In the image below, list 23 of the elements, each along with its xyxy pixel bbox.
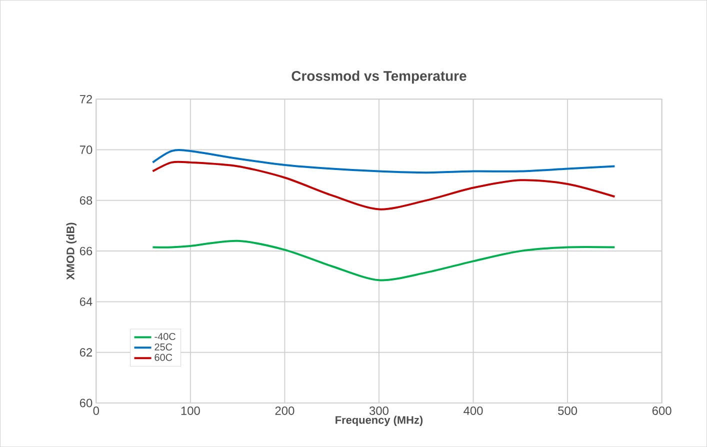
y-tick-label: 66 [80, 246, 92, 256]
y-tick-label: 72 [80, 94, 92, 104]
x-tick-label: 600 [652, 406, 672, 415]
line-series [152, 148, 616, 174]
y-axis-title: XMOD (dB) [66, 222, 76, 280]
x-tick-label: 200 [275, 406, 294, 415]
x-tick-label: 0 [93, 406, 100, 415]
x-tick-label: 500 [558, 406, 578, 415]
x-tick-label: 100 [181, 406, 200, 415]
y-tick-label: 70 [80, 145, 92, 154]
y-tick-label: 60 [80, 398, 92, 408]
line-series [152, 160, 616, 210]
x-axis-title: Frequency (MHz) [336, 416, 423, 426]
y-tick-label: 68 [80, 196, 92, 205]
line-series [152, 240, 616, 282]
x-tick-label: 400 [464, 406, 483, 415]
x-tick-label: 300 [369, 406, 388, 415]
legend-label: 60C [154, 354, 172, 361]
legend-label: 25C [154, 343, 172, 350]
y-tick-label: 64 [80, 297, 92, 306]
chart-title: Crossmod vs Temperature [292, 70, 466, 84]
legend-label: -40C [154, 332, 176, 340]
y-tick-label: 62 [80, 348, 92, 356]
